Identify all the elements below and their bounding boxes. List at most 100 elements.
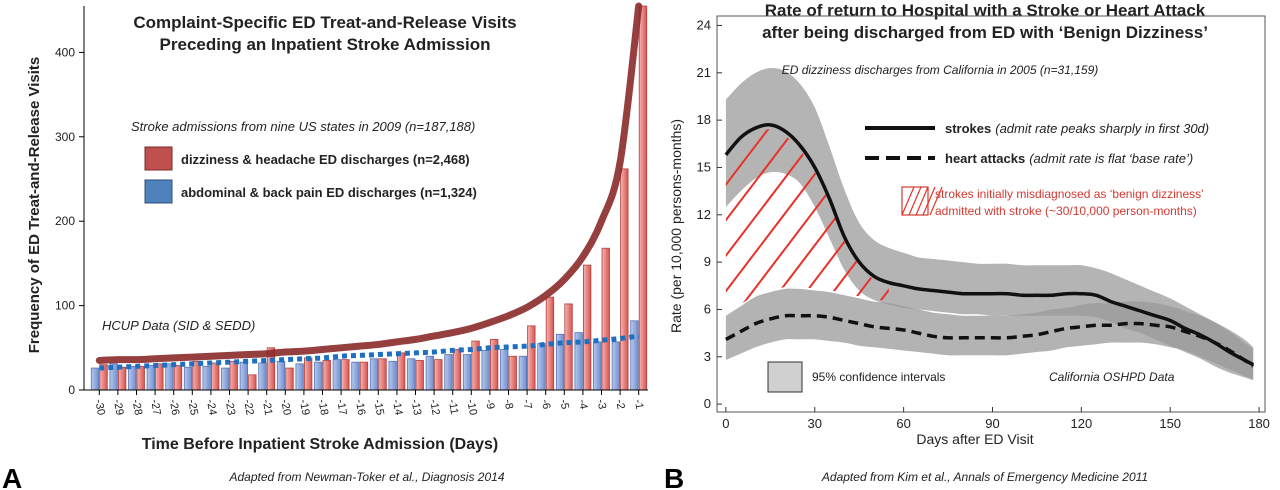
- bar-dizziness--11: [452, 349, 462, 391]
- panel-a-x-ticks: -30 -29 -28 -27 -26 -25 -24 -23 -22 -21 -20 -19 -18-…: [92, 390, 645, 416]
- bar-dizziness--22: [248, 374, 257, 391]
- panel-a-trendlines: [95, 2, 643, 371]
- x-tick-label-a--1: -1: [632, 398, 646, 410]
- panel-a-credit: Adapted from Newman-Toker et al., Diagno…: [228, 470, 504, 484]
- x-tick-label-a--15: -15: [371, 398, 386, 416]
- y-tick-label-b-6: 6: [704, 301, 711, 316]
- x-tick-label-b-0: 0: [722, 416, 729, 431]
- hatch-swatch-stripe: [922, 186, 936, 216]
- bar-dizziness--19: [303, 357, 313, 391]
- heart-attack-ci-band: [725, 288, 1254, 379]
- panel-a-bars: [90, 5, 648, 391]
- bar-abdominal--30: [90, 367, 100, 391]
- y-tick-label-a-200: 200: [55, 214, 75, 228]
- bar-abdominal--22: [239, 361, 249, 391]
- y-tick-label-b-24: 24: [697, 17, 711, 32]
- hatch-swatch-stripe: [929, 186, 943, 216]
- bar-dizziness--5: [564, 303, 573, 391]
- x-tick-label-a--9: -9: [483, 398, 497, 410]
- x-tick-label-a--6: -6: [539, 398, 553, 410]
- trendline-dizziness: [95, 2, 643, 364]
- bar-abdominal--10: [462, 354, 472, 391]
- x-tick-label-a--23: -23: [223, 398, 238, 416]
- panel-a-xlabel: Time Before Inpatient Stroke Admission (…: [142, 436, 499, 453]
- x-tick-label-a--7: -7: [520, 398, 534, 410]
- strokes-line: [724, 123, 1255, 367]
- y-tick-label-b-15: 15: [697, 159, 711, 174]
- panel-b-title: Rate of return to Hospital with a Stroke…: [765, 1, 1206, 20]
- panel-b-source-note: ED dizziness discharges from California …: [782, 63, 1099, 77]
- bar-dizziness--7: [527, 325, 536, 391]
- bar-abdominal--6: [537, 343, 546, 391]
- bar-abdominal--2: [611, 341, 620, 391]
- panel-a-subtitle: Preceding an Inpatient Stroke Admission: [160, 35, 491, 54]
- bar-abdominal--9: [481, 349, 490, 391]
- x-tick-label-b-30: 30: [808, 416, 822, 431]
- panel-a: Complaint-Specific ED Treat-and-Release …: [26, 2, 648, 453]
- bar-dizziness--3: [601, 247, 610, 391]
- bar-dizziness--1: [638, 5, 648, 391]
- bar-abdominal--23: [221, 367, 230, 391]
- misdiagnosis-note-line1: strokes initially misdiagnosed as ‘benig…: [935, 187, 1204, 201]
- bar-abdominal--11: [444, 354, 453, 391]
- legend-label-abdominal: abdominal & back pain ED discharges (n=1…: [181, 185, 477, 200]
- y-tick-label-a-0: 0: [68, 383, 75, 397]
- bar-abdominal--16: [351, 361, 360, 391]
- y-tick-label-b-0: 0: [704, 396, 711, 411]
- bar-dizziness--4: [583, 264, 592, 391]
- bar-dizziness--28: [136, 365, 145, 391]
- hatch-stripe: [725, 128, 815, 314]
- bar-dizziness--24: [210, 362, 220, 391]
- bar-dizziness--18: [322, 360, 331, 391]
- bar-abdominal--20: [276, 360, 286, 391]
- x-tick-label-a--13: -13: [409, 398, 424, 416]
- bar-abdominal--28: [128, 365, 137, 391]
- bar-dizziness--15: [378, 358, 387, 391]
- x-tick-label-a--19: -19: [297, 398, 312, 416]
- misdiagnosis-note-line2: admitted with stroke (~30/10,000 person-…: [935, 204, 1197, 218]
- panel-a-title: Complaint-Specific ED Treat-and-Release …: [133, 13, 516, 32]
- x-tick-label-a--25: -25: [185, 398, 200, 416]
- legend-swatch-misdiagnosis: [901, 186, 943, 216]
- x-tick-label-a--5: -5: [557, 398, 571, 410]
- panel-a-source-note: Stroke admissions from nine US states in…: [131, 119, 475, 134]
- x-tick-label-b-180: 180: [1248, 416, 1270, 431]
- bar-dizziness--23: [229, 360, 238, 391]
- bar-abdominal--24: [202, 365, 211, 391]
- x-tick-label-a--28: -28: [130, 398, 145, 416]
- panel-b-data-label: California OSHPD Data: [1049, 370, 1175, 384]
- hatch-swatch-stripe: [908, 186, 922, 216]
- x-tick-label-a--10: -10: [464, 398, 479, 416]
- x-tick-label-a--29: -29: [111, 398, 126, 416]
- bar-abdominal--26: [165, 363, 174, 391]
- bar-dizziness--13: [415, 360, 424, 391]
- panel-a-letter: A: [2, 463, 22, 490]
- x-tick-label-a--26: -26: [167, 398, 182, 416]
- panel-b-y-ticks: 0 3 6 9 12 15 18 21 24: [697, 17, 722, 411]
- x-tick-label-a--2: -2: [613, 398, 627, 410]
- bar-abdominal--21: [258, 362, 267, 391]
- panel-b-credit: Adapted from Kim et al., Annals of Emerg…: [821, 470, 1148, 484]
- bar-dizziness--26: [173, 365, 183, 391]
- bar-dizziness--14: [396, 352, 406, 391]
- panel-a-y-ticks: 0 100 200 300 400: [55, 45, 84, 397]
- panel-b-letter: B: [664, 463, 684, 490]
- y-tick-label-b-18: 18: [697, 112, 711, 127]
- x-tick-label-b-120: 120: [1070, 416, 1092, 431]
- bar-abdominal--15: [369, 358, 379, 391]
- legend-label-strokes: strokes (admit rate peaks sharply in firs…: [945, 121, 1209, 136]
- x-tick-label-a--11: -11: [446, 398, 460, 415]
- panel-b-subtitle: after being discharged from ED with ‘Ben…: [762, 23, 1208, 42]
- x-tick-label-a--18: -18: [316, 398, 331, 416]
- hatch-swatch-stripe: [901, 186, 915, 216]
- x-tick-label-a--4: -4: [576, 398, 590, 410]
- bar-dizziness--12: [434, 359, 443, 391]
- x-tick-label-a--12: -12: [427, 398, 442, 416]
- x-tick-label-b-150: 150: [1159, 416, 1181, 431]
- bar-abdominal--1: [630, 320, 639, 391]
- y-tick-label-a-100: 100: [55, 299, 75, 313]
- hatch-swatch-stripe: [915, 186, 929, 216]
- x-tick-label-a--20: -20: [278, 398, 293, 416]
- x-tick-label-a--8: -8: [502, 398, 516, 410]
